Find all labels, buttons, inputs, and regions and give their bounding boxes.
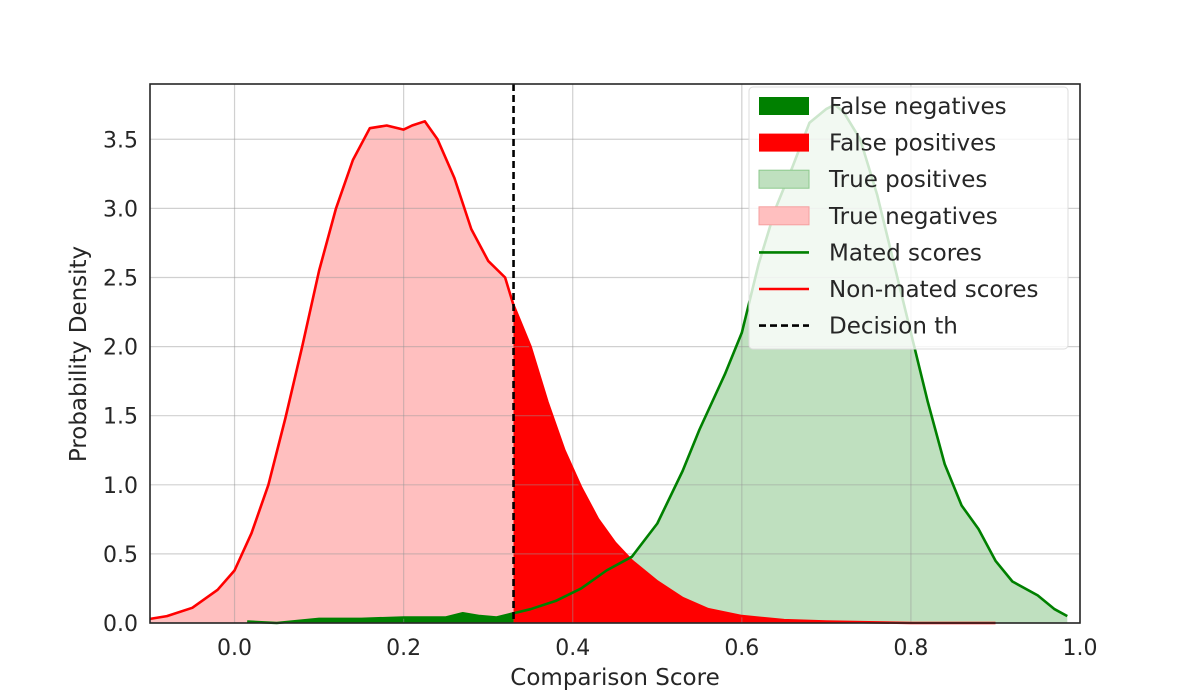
legend-box <box>748 86 1069 350</box>
legend-label: Mated scores <box>829 240 982 266</box>
x-tick-label: 1.0 <box>1063 636 1098 661</box>
false-positives-area <box>513 305 996 623</box>
legend-swatch <box>759 97 809 115</box>
true-positives-fill <box>513 104 1068 623</box>
legend-label: False positives <box>829 131 996 157</box>
true-negatives-fill <box>150 121 514 624</box>
legend-label: Decision th <box>829 314 958 340</box>
y-tick-label: 3.0 <box>103 197 138 222</box>
true-positives-area <box>513 104 1068 623</box>
legend-swatch <box>759 133 809 152</box>
legend: False negatives False positives True posit… <box>748 86 1069 350</box>
false-positives-fill <box>513 305 996 623</box>
legend-label: True negatives <box>828 204 998 230</box>
true-negatives-area <box>150 121 514 624</box>
plot-frame <box>149 83 1081 624</box>
legend-swatch <box>758 206 810 226</box>
x-tick-label: 0.8 <box>893 636 928 661</box>
y-tick-label: 2.0 <box>103 336 138 361</box>
y-axis-label: Probability Density <box>66 246 92 462</box>
y-tick-label: 2.5 <box>103 266 138 291</box>
y-tick-label: 0.5 <box>103 543 138 568</box>
x-tick-label: 0.6 <box>724 636 759 661</box>
x-tick-label: 0.2 <box>386 636 421 661</box>
tick-labels: 0.0 0.2 0.4 0.6 0.8 1.0 0.0 0.5 1.0 1.5 2.0 2.5 3.0 3… <box>103 128 1098 661</box>
x-tick-label: 0.0 <box>217 636 252 661</box>
y-tick-label: 1.0 <box>103 474 138 499</box>
legend-label: Non-mated scores <box>829 277 1039 303</box>
y-tick-label: 1.5 <box>103 405 138 430</box>
x-tick-label: 0.4 <box>555 636 590 661</box>
y-tick-label: 0.0 <box>103 612 138 637</box>
y-tick-label: 3.5 <box>103 128 138 153</box>
non-mated-line <box>149 120 996 625</box>
x-axis-label: Comparison Score <box>510 665 719 691</box>
legend-label: False negatives <box>829 94 1007 120</box>
legend-label: True positives <box>828 167 987 193</box>
legend-swatch <box>758 169 810 189</box>
